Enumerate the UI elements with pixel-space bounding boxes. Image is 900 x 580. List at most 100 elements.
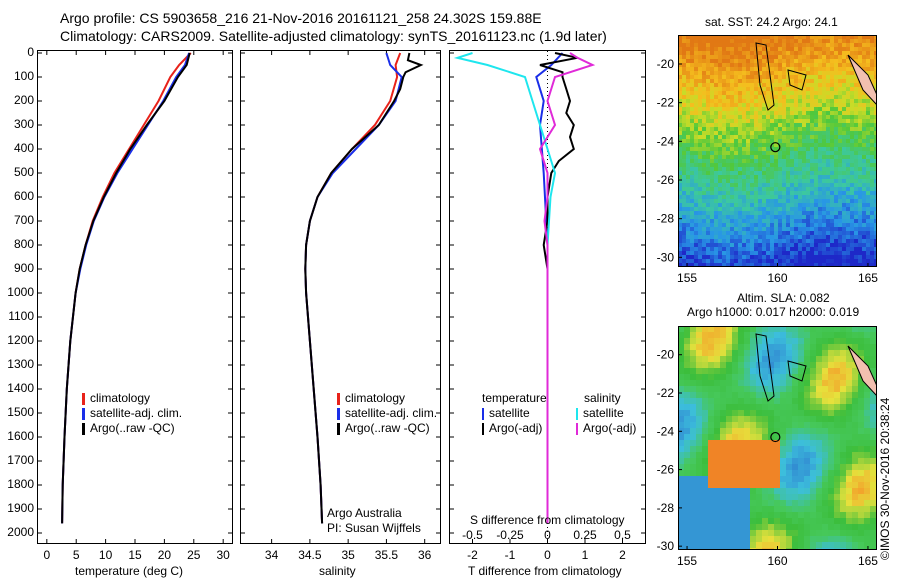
- map-cell: [858, 488, 864, 494]
- map-cell: [774, 211, 778, 215]
- map-cell: [710, 251, 714, 255]
- map-cell: [846, 231, 850, 235]
- map-cell: [774, 163, 778, 167]
- map-cell: [774, 207, 778, 211]
- map-cell: [838, 47, 842, 51]
- map-cell: [734, 243, 738, 247]
- map-cell: [774, 127, 778, 131]
- map-cell: [830, 47, 834, 51]
- map-cell: [734, 195, 738, 199]
- map-cell: [870, 191, 874, 195]
- map-cell: [798, 95, 802, 99]
- map-cell: [822, 263, 826, 267]
- map-cell: [846, 458, 852, 464]
- map-cell: [798, 203, 802, 207]
- map-cell: [702, 131, 706, 135]
- map-cell: [762, 404, 768, 410]
- map-cell: [786, 67, 790, 71]
- map-cell: [846, 159, 850, 163]
- map-cell: [726, 131, 730, 135]
- map-cell: [714, 55, 718, 59]
- map-cell: [810, 91, 814, 95]
- map-cell: [690, 71, 694, 75]
- map-cell: [822, 43, 826, 47]
- map-cell: [766, 203, 770, 207]
- map-cell: [684, 506, 690, 512]
- map-cell: [698, 155, 702, 159]
- map-cell: [750, 247, 754, 251]
- map-cell: [758, 231, 762, 235]
- map-cell: [774, 410, 780, 416]
- map-cell: [678, 247, 682, 251]
- map-cell: [778, 247, 782, 251]
- map-cell: [798, 440, 804, 446]
- map-cell: [714, 183, 718, 187]
- map-cell: [826, 39, 830, 43]
- map-cell: [828, 458, 834, 464]
- map-cell: [746, 227, 750, 231]
- map-cell: [734, 39, 738, 43]
- satellite-swatch: [337, 407, 340, 420]
- map-cell: [726, 67, 730, 71]
- map-cell: [798, 239, 802, 243]
- map-cell: [866, 47, 870, 51]
- map-cell: [742, 115, 746, 119]
- map-cell: [802, 107, 806, 111]
- map-cell: [738, 482, 744, 488]
- map-cell: [850, 183, 854, 187]
- map-cell: [866, 235, 870, 239]
- map-cell: [814, 95, 818, 99]
- map-cell: [690, 155, 694, 159]
- map-cell: [734, 123, 738, 127]
- map-cell: [684, 470, 690, 476]
- map-cell: [722, 115, 726, 119]
- map-cell: [846, 143, 850, 147]
- map-cell: [858, 187, 862, 191]
- map-cell: [782, 99, 786, 103]
- map-cell: [828, 500, 834, 506]
- map-cell: [766, 95, 770, 99]
- map-cell: [782, 247, 786, 251]
- map-cell: [706, 183, 710, 187]
- map-cell: [834, 518, 840, 524]
- map-cell: [722, 175, 726, 179]
- map-cell: [702, 542, 708, 548]
- map-cell: [834, 151, 838, 155]
- map-cell: [864, 326, 870, 332]
- map-cell: [870, 362, 876, 368]
- map-cell: [678, 127, 682, 131]
- map-cell: [810, 332, 816, 338]
- map-cell: [746, 251, 750, 255]
- map-cell: [834, 147, 838, 151]
- map-cell: [722, 71, 726, 75]
- map-cell: [696, 488, 702, 494]
- map-cell: [804, 482, 810, 488]
- map-cell: [814, 203, 818, 207]
- map-cell: [814, 167, 818, 171]
- map-cell: [830, 63, 834, 67]
- map-cell: [842, 183, 846, 187]
- map-cell: [742, 239, 746, 243]
- map-cell: [778, 111, 782, 115]
- series-line-satellite: [61, 52, 191, 524]
- map-cell: [678, 338, 684, 344]
- map-cell: [726, 183, 730, 187]
- map-cell: [698, 111, 702, 115]
- map-cell: [730, 127, 734, 131]
- map-cell: [854, 155, 858, 159]
- map-cell: [826, 59, 830, 63]
- map-cell: [870, 231, 874, 235]
- map-cell: [794, 235, 798, 239]
- map-cell: [714, 151, 718, 155]
- map-cell: [722, 191, 726, 195]
- map-cell: [746, 43, 750, 47]
- map-cell: [738, 139, 742, 143]
- map-cell: [822, 155, 826, 159]
- map-cell: [694, 151, 698, 155]
- map-cell: [690, 416, 696, 422]
- map-cell: [702, 512, 708, 518]
- map-cell: [702, 239, 706, 243]
- map-cell: [684, 452, 690, 458]
- map-cell: [684, 374, 690, 380]
- map-cell: [842, 207, 846, 211]
